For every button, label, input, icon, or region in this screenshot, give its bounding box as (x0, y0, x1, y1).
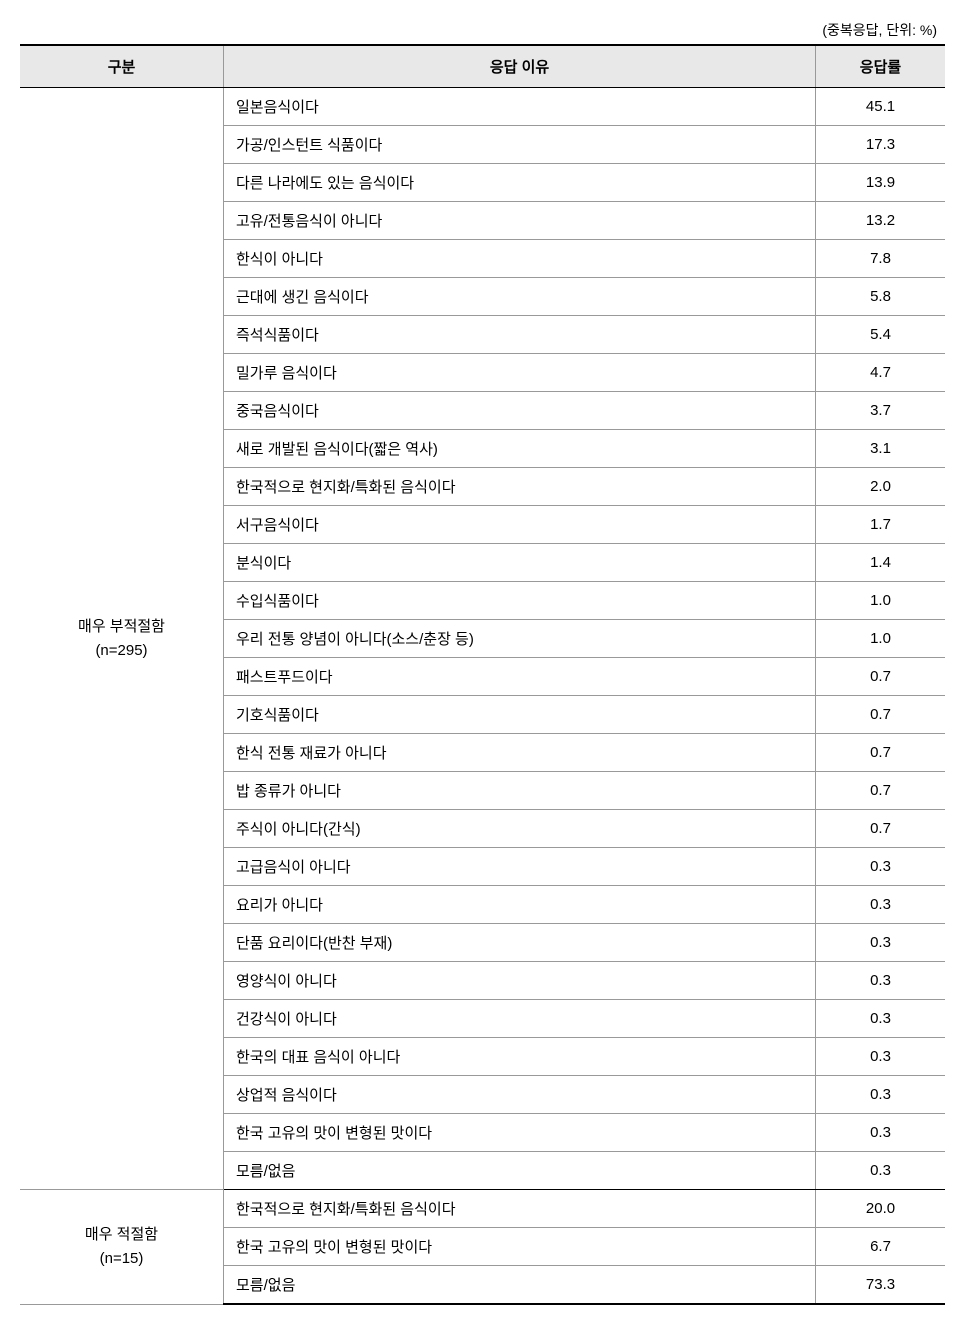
header-rate: 응답률 (816, 45, 946, 88)
rate-cell: 1.7 (816, 506, 946, 544)
rate-cell: 0.3 (816, 1076, 946, 1114)
reason-cell: 한국적으로 현지화/특화된 음식이다 (224, 468, 816, 506)
reason-cell: 즉석식품이다 (224, 316, 816, 354)
rate-cell: 0.3 (816, 1038, 946, 1076)
reason-cell: 한국적으로 현지화/특화된 음식이다 (224, 1190, 816, 1228)
reason-cell: 일본음식이다 (224, 88, 816, 126)
reason-cell: 가공/인스턴트 식품이다 (224, 126, 816, 164)
reason-cell: 새로 개발된 음식이다(짧은 역사) (224, 430, 816, 468)
reason-cell: 한국 고유의 맛이 변형된 맛이다 (224, 1228, 816, 1266)
table-caption: (중복응답, 단위: %) (20, 20, 945, 40)
rate-cell: 0.3 (816, 1000, 946, 1038)
reason-cell: 기호식품이다 (224, 696, 816, 734)
rate-cell: 0.3 (816, 1152, 946, 1190)
reason-cell: 상업적 음식이다 (224, 1076, 816, 1114)
rate-cell: 3.1 (816, 430, 946, 468)
rate-cell: 1.4 (816, 544, 946, 582)
rate-cell: 0.3 (816, 924, 946, 962)
reason-cell: 수입식품이다 (224, 582, 816, 620)
category-label: 매우 부적절함 (32, 615, 211, 639)
reason-cell: 근대에 생긴 음식이다 (224, 278, 816, 316)
reason-cell: 주식이 아니다(간식) (224, 810, 816, 848)
rate-cell: 17.3 (816, 126, 946, 164)
reason-cell: 패스트푸드이다 (224, 658, 816, 696)
reason-cell: 모름/없음 (224, 1266, 816, 1305)
rate-cell: 0.7 (816, 810, 946, 848)
table-row: 매우 적절함(n=15)한국적으로 현지화/특화된 음식이다20.0 (20, 1190, 945, 1228)
rate-cell: 5.8 (816, 278, 946, 316)
rate-cell: 13.9 (816, 164, 946, 202)
category-cell: 매우 적절함(n=15) (20, 1190, 224, 1305)
rate-cell: 0.7 (816, 696, 946, 734)
category-label: 매우 적절함 (32, 1223, 211, 1247)
reason-cell: 중국음식이다 (224, 392, 816, 430)
rate-cell: 3.7 (816, 392, 946, 430)
reason-cell: 서구음식이다 (224, 506, 816, 544)
rate-cell: 4.7 (816, 354, 946, 392)
category-sublabel: (n=15) (32, 1247, 211, 1271)
reason-cell: 우리 전통 양념이 아니다(소스/춘장 등) (224, 620, 816, 658)
rate-cell: 1.0 (816, 620, 946, 658)
rate-cell: 5.4 (816, 316, 946, 354)
category-cell: 매우 부적절함(n=295) (20, 88, 224, 1190)
rate-cell: 0.3 (816, 1114, 946, 1152)
reason-cell: 밥 종류가 아니다 (224, 772, 816, 810)
rate-cell: 6.7 (816, 1228, 946, 1266)
rate-cell: 0.7 (816, 772, 946, 810)
category-sublabel: (n=295) (32, 639, 211, 663)
reason-cell: 영양식이 아니다 (224, 962, 816, 1000)
reason-cell: 요리가 아니다 (224, 886, 816, 924)
reason-cell: 고유/전통음식이 아니다 (224, 202, 816, 240)
reason-cell: 분식이다 (224, 544, 816, 582)
rate-cell: 20.0 (816, 1190, 946, 1228)
reason-cell: 다른 나라에도 있는 음식이다 (224, 164, 816, 202)
reason-cell: 단품 요리이다(반찬 부재) (224, 924, 816, 962)
reason-cell: 고급음식이 아니다 (224, 848, 816, 886)
rate-cell: 0.3 (816, 848, 946, 886)
header-row: 구분 응답 이유 응답률 (20, 45, 945, 88)
header-category: 구분 (20, 45, 224, 88)
rate-cell: 0.3 (816, 886, 946, 924)
rate-cell: 7.8 (816, 240, 946, 278)
rate-cell: 45.1 (816, 88, 946, 126)
rate-cell: 13.2 (816, 202, 946, 240)
reason-cell: 모름/없음 (224, 1152, 816, 1190)
response-table: 구분 응답 이유 응답률 매우 부적절함(n=295)일본음식이다45.1가공/… (20, 44, 945, 1305)
reason-cell: 밀가루 음식이다 (224, 354, 816, 392)
rate-cell: 2.0 (816, 468, 946, 506)
rate-cell: 0.3 (816, 962, 946, 1000)
header-reason: 응답 이유 (224, 45, 816, 88)
reason-cell: 건강식이 아니다 (224, 1000, 816, 1038)
reason-cell: 한국 고유의 맛이 변형된 맛이다 (224, 1114, 816, 1152)
reason-cell: 한식이 아니다 (224, 240, 816, 278)
rate-cell: 0.7 (816, 734, 946, 772)
reason-cell: 한국의 대표 음식이 아니다 (224, 1038, 816, 1076)
table-row: 매우 부적절함(n=295)일본음식이다45.1 (20, 88, 945, 126)
reason-cell: 한식 전통 재료가 아니다 (224, 734, 816, 772)
rate-cell: 1.0 (816, 582, 946, 620)
rate-cell: 73.3 (816, 1266, 946, 1305)
rate-cell: 0.7 (816, 658, 946, 696)
